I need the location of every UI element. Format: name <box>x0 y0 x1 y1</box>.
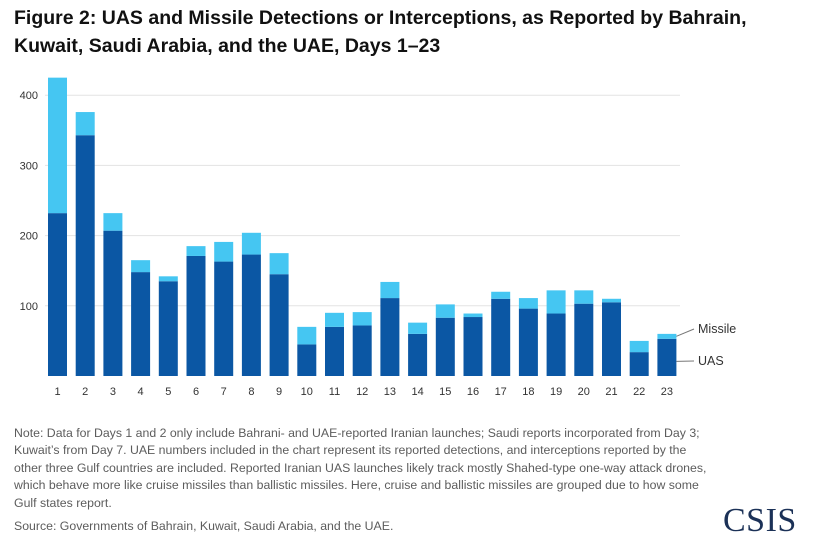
bar-uas-day-10 <box>297 344 317 376</box>
x-tick-label: 23 <box>661 386 673 398</box>
y-tick-label: 300 <box>20 160 38 172</box>
bar-uas-day-4 <box>131 272 151 376</box>
bar-missile-day-12 <box>352 312 372 326</box>
y-tick-label: 100 <box>20 301 38 313</box>
bar-uas-day-19 <box>546 313 566 376</box>
x-tick-label: 1 <box>54 386 60 398</box>
x-tick-label: 20 <box>578 386 590 398</box>
bar-uas-day-17 <box>491 298 511 376</box>
bar-missile-day-18 <box>518 298 538 309</box>
bar-uas-day-13 <box>380 298 400 376</box>
bar-missile-day-1 <box>48 77 67 214</box>
x-tick-label: 17 <box>495 386 507 398</box>
chart-title: Figure 2: UAS and Missile Detections or … <box>14 7 747 57</box>
legend-label-missile: Missile <box>698 322 736 336</box>
missile-leader-line <box>676 328 695 337</box>
chart-source: Source: Governments of Bahrain, Kuwait, … <box>14 519 394 533</box>
bar-uas-day-21 <box>602 302 621 376</box>
bar-missile-day-4 <box>131 260 151 273</box>
bar-uas-day-23 <box>657 338 677 376</box>
bar-uas-day-12 <box>352 325 372 376</box>
series-labels: Missile UAS <box>676 322 736 368</box>
x-tick-label: 10 <box>301 386 313 398</box>
bar-missile-day-17 <box>491 291 511 299</box>
bar-missile-day-14 <box>408 322 428 334</box>
x-tick-label: 14 <box>411 386 423 398</box>
bar-uas-day-1 <box>48 213 67 376</box>
bar-uas-day-11 <box>325 326 344 376</box>
bar-missile-day-10 <box>297 326 317 345</box>
bar-missile-day-16 <box>463 313 483 318</box>
bar-uas-day-5 <box>158 281 178 376</box>
y-tick-label: 400 <box>20 90 38 102</box>
x-tick-label: 2 <box>82 386 88 398</box>
bar-missile-day-8 <box>241 232 261 255</box>
legend-label-uas: UAS <box>698 354 724 368</box>
x-tick-label: 11 <box>329 386 340 398</box>
x-tick-label: 5 <box>165 386 171 398</box>
bar-missile-day-21 <box>602 298 621 303</box>
x-tick-label: 18 <box>522 386 534 398</box>
x-tick-label: 13 <box>384 386 396 398</box>
bar-uas-day-2 <box>75 135 95 376</box>
bar-missile-day-3 <box>103 213 123 231</box>
csis-logo: CSIS <box>723 502 797 539</box>
bar-uas-day-8 <box>241 254 261 376</box>
x-tick-label: 15 <box>439 386 451 398</box>
bar-missile-day-7 <box>214 241 234 262</box>
bar-missile-day-19 <box>546 290 566 314</box>
bar-uas-day-18 <box>518 308 538 376</box>
x-tick-label: 6 <box>193 386 199 398</box>
bar-missile-day-2 <box>75 112 95 136</box>
x-tick-label: 12 <box>356 386 368 398</box>
bar-missile-day-5 <box>158 276 178 282</box>
bar-uas-day-7 <box>214 261 234 376</box>
x-tick-label: 9 <box>276 386 282 398</box>
y-tick-label: 200 <box>20 231 38 243</box>
bar-missile-day-20 <box>574 290 594 304</box>
bar-uas-day-16 <box>463 317 483 376</box>
x-axis-tick-labels: 1 2 3 4 5 6 7 8 9 10 11 12 13 14 15 16 17 18 19 20 21 22 23 <box>54 386 673 398</box>
x-tick-label: 22 <box>633 386 645 398</box>
y-axis-tick-labels: 100 200 300 400 <box>20 90 38 313</box>
x-tick-label: 7 <box>221 386 227 398</box>
x-tick-label: 3 <box>110 386 116 398</box>
bar-uas-day-9 <box>269 274 289 376</box>
bar-missile-day-6 <box>186 246 206 256</box>
x-tick-label: 4 <box>138 386 144 398</box>
gridlines <box>45 94 680 307</box>
bar-uas-day-22 <box>629 352 649 376</box>
x-tick-label: 21 <box>605 386 617 398</box>
bars <box>48 77 677 376</box>
bar-uas-day-15 <box>435 317 455 376</box>
bar-uas-day-20 <box>574 303 594 376</box>
bar-missile-day-15 <box>435 304 455 318</box>
bar-uas-day-3 <box>103 230 123 376</box>
bar-uas-day-6 <box>186 255 206 376</box>
x-tick-label: 8 <box>248 386 254 398</box>
bar-missile-day-22 <box>629 340 649 353</box>
bar-uas-day-14 <box>408 333 428 376</box>
x-tick-label: 16 <box>467 386 479 398</box>
bar-missile-day-11 <box>325 312 344 327</box>
bar-missile-day-13 <box>380 281 400 299</box>
bar-missile-day-9 <box>269 253 289 275</box>
x-tick-label: 19 <box>550 386 562 398</box>
bar-missile-day-23 <box>657 333 677 339</box>
chart-note: Note: Data for Days 1 and 2 only include… <box>14 426 707 510</box>
